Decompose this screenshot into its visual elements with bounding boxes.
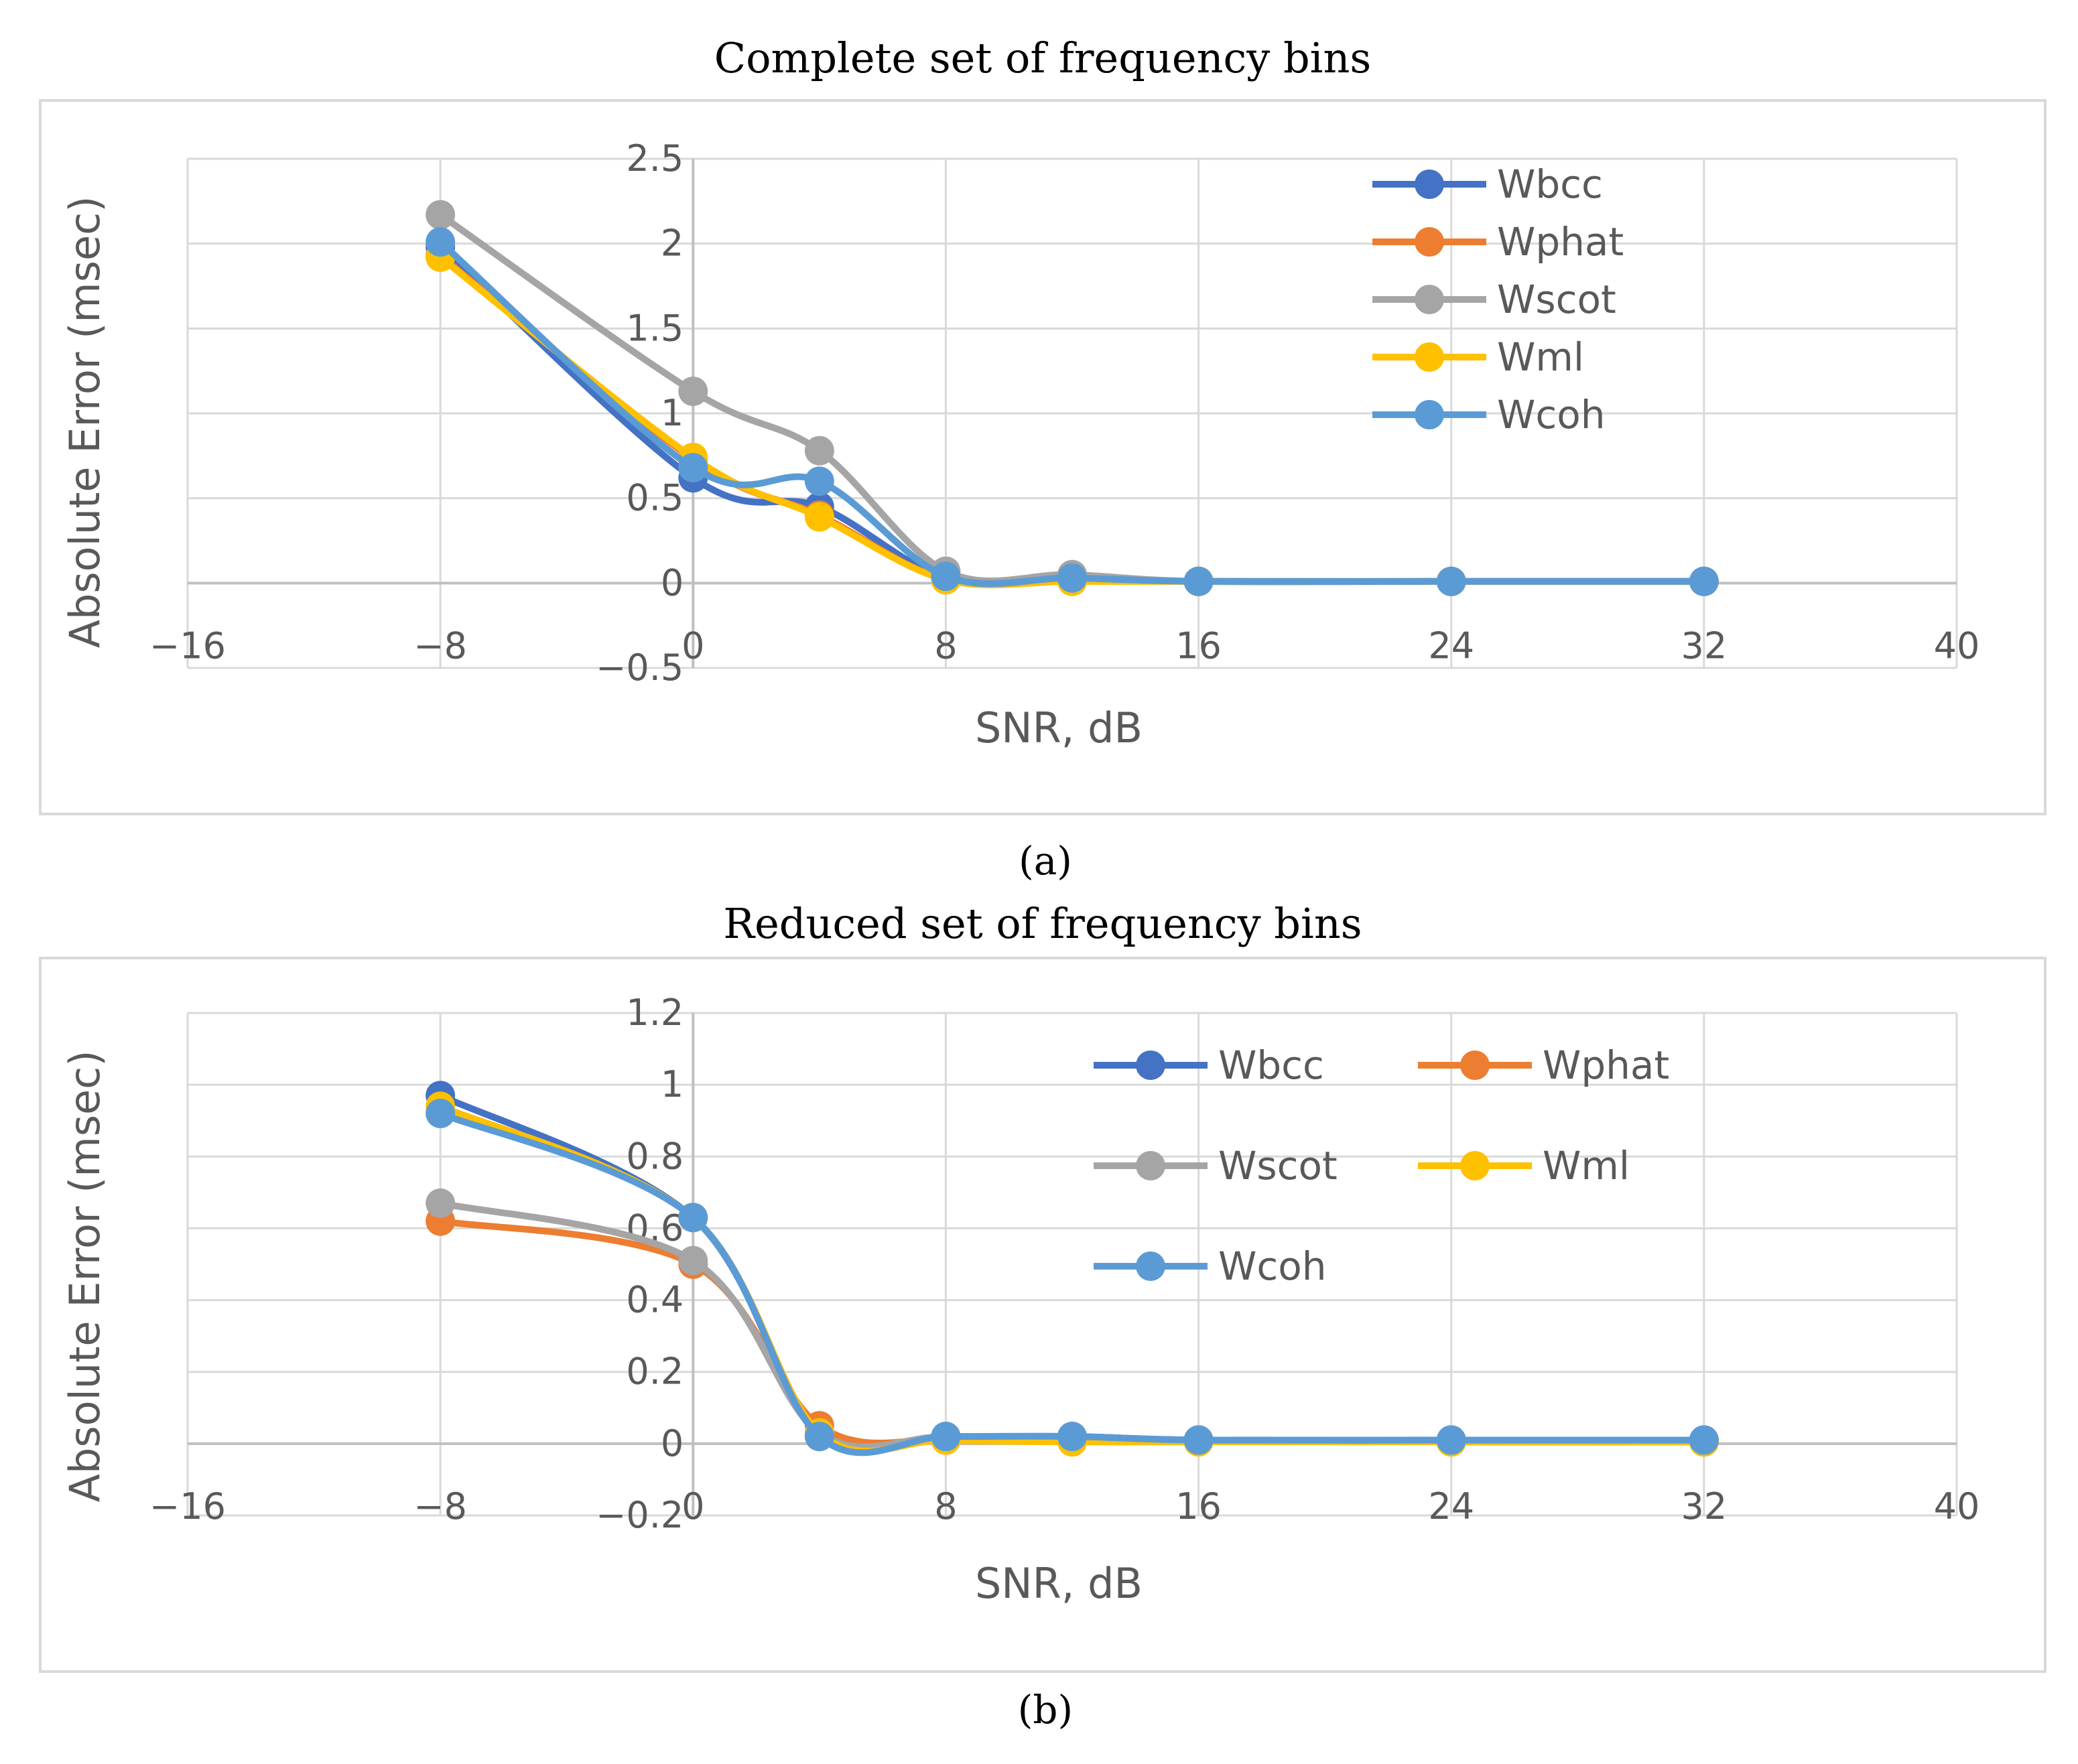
data-point-wscot [426, 200, 456, 230]
data-point-wscot [678, 1245, 708, 1276]
legend-swatch-marker [1415, 227, 1444, 257]
legend-label: Wscot [1218, 1143, 1338, 1189]
chart-0: Complete set of frequency bins −16 −8 0 8 16 2… [39, 33, 2047, 884]
data-point-wcoh [931, 561, 961, 592]
data-point-wcoh [1057, 1422, 1087, 1452]
legend-swatch-marker [1415, 285, 1444, 314]
data-point-wcoh [1689, 566, 1719, 596]
chart-1: Reduced set of frequency bins −16 −8 0 8 16 24… [39, 899, 2047, 1733]
x-axis-title: SNR, dB [975, 1559, 1143, 1608]
legend-label: Wbcc [1218, 1042, 1324, 1088]
legend-label: Wbcc [1497, 161, 1603, 207]
data-point-wcoh [931, 1422, 961, 1452]
legend-label: Wml [1543, 1143, 1630, 1189]
y-tick-label: 2.5 [626, 137, 684, 180]
y-tick-label: −0.2 [596, 1494, 684, 1536]
legend-label: Wphat [1543, 1042, 1669, 1088]
chart-title: Reduced set of frequency bins [723, 899, 1362, 948]
legend-label: Wscot [1497, 277, 1616, 322]
data-point-wcoh [426, 1099, 456, 1128]
y-tick-label: 0.4 [626, 1279, 684, 1321]
data-point-wcoh [1057, 563, 1087, 593]
data-point-wcoh [1436, 1425, 1466, 1455]
y-tick-label: −0.5 [596, 647, 684, 689]
legend-swatch-marker [1415, 169, 1444, 199]
x-axis-title: SNR, dB [975, 703, 1143, 752]
y-tick-label: 1.2 [626, 992, 684, 1034]
x-tick-label: 16 [1175, 1485, 1222, 1528]
chart-frame [39, 99, 2047, 815]
x-tick-label: −8 [413, 624, 467, 667]
legend-swatch-marker [1136, 1251, 1165, 1281]
data-point-wcoh [804, 466, 834, 496]
data-point-wcoh [1183, 566, 1214, 596]
y-tick-label: 2 [661, 222, 684, 265]
data-point-wcoh [1183, 1425, 1214, 1455]
x-tick-label: 16 [1175, 624, 1222, 667]
chart-title: Complete set of frequency bins [714, 33, 1371, 82]
x-tick-label: 40 [1934, 624, 1980, 667]
y-tick-label: 0 [661, 561, 684, 604]
legend-label: Wml [1497, 334, 1584, 380]
legend-label: Wcoh [1497, 392, 1605, 437]
y-tick-label: 1 [661, 392, 684, 434]
y-tick-label: 0.8 [626, 1135, 684, 1177]
data-point-wscot [678, 377, 708, 407]
legend-swatch-marker [1136, 1151, 1165, 1180]
y-tick-label: 0.2 [626, 1351, 684, 1393]
data-point-wcoh [678, 453, 708, 483]
y-tick-label: 0.5 [626, 477, 684, 519]
legend-swatch-marker [1415, 400, 1444, 429]
x-tick-label: 24 [1428, 624, 1474, 667]
x-tick-label: 8 [934, 624, 957, 667]
legend-swatch-marker [1460, 1151, 1490, 1180]
x-tick-label: 0 [681, 1485, 704, 1528]
legend-label: Wcoh [1218, 1243, 1326, 1289]
data-point-wcoh [1689, 1425, 1719, 1455]
legend-label: Wphat [1497, 219, 1624, 265]
x-tick-label: 40 [1934, 1485, 1980, 1528]
figure-caption: (b) [1018, 1687, 1073, 1733]
y-tick-label: 1.5 [626, 307, 684, 349]
x-tick-label: 24 [1428, 1485, 1474, 1528]
data-point-wcoh [426, 227, 456, 257]
x-tick-label: 32 [1681, 624, 1727, 667]
data-point-wcoh [1436, 566, 1466, 596]
series-line-wphat [437, 1217, 1707, 1446]
x-tick-label: 0 [681, 624, 704, 667]
y-tick-label: 0 [661, 1422, 684, 1465]
x-tick-label: −8 [413, 1485, 467, 1528]
x-tick-label: −16 [149, 624, 226, 667]
y-axis-title: Absolute Error (msec) [60, 1050, 109, 1503]
legend-swatch-marker [1136, 1050, 1165, 1080]
y-tick-label: 1 [661, 1063, 684, 1105]
legend-swatch-marker [1460, 1050, 1490, 1080]
data-point-wscot [804, 435, 834, 466]
data-point-wcoh [678, 1203, 708, 1233]
y-axis-title: Absolute Error (msec) [60, 196, 109, 649]
data-point-wcoh [804, 1422, 834, 1452]
figure-caption: (a) [1019, 838, 1072, 884]
x-tick-label: −16 [149, 1485, 226, 1528]
data-point-wml [804, 502, 834, 532]
x-tick-label: 32 [1681, 1485, 1727, 1528]
data-point-wscot [426, 1188, 456, 1218]
legend-swatch-marker [1415, 342, 1444, 372]
chart-frame [39, 957, 2047, 1673]
x-tick-label: 8 [934, 1485, 957, 1528]
